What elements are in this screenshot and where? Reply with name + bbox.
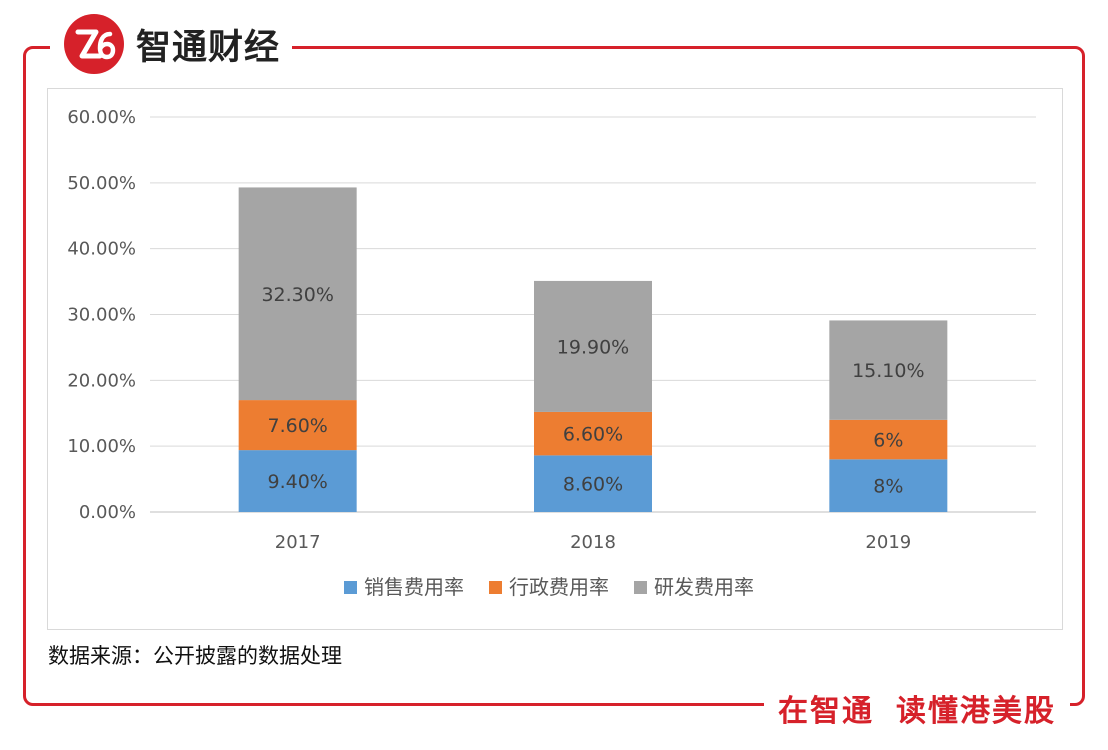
legend-swatch xyxy=(634,581,647,594)
zhitong-logo-icon xyxy=(64,14,124,74)
bar-segment xyxy=(829,320,948,420)
y-tick-label: 0.00% xyxy=(79,502,136,523)
source-note: 数据来源：公开披露的数据处理 xyxy=(48,644,342,668)
data-label: 32.30% xyxy=(261,284,333,306)
slogan: 在智通 读懂港美股 xyxy=(764,683,1070,733)
legend-label: 销售费用率 xyxy=(364,575,464,599)
legend-swatch xyxy=(344,581,357,594)
y-tick-label: 40.00% xyxy=(67,239,136,260)
stacked-bar-chart: 0.00% 10.00% 20.00% 30.00% 40.00% 50.00% 60.00… xyxy=(67,107,1036,599)
y-tick-label: 10.00% xyxy=(67,436,136,457)
data-label: 9.40% xyxy=(267,471,327,493)
y-tick-label: 20.00% xyxy=(67,370,136,391)
brand-name: 智通财经 xyxy=(136,27,281,68)
data-label: 8% xyxy=(873,476,903,498)
bar-segment xyxy=(238,400,357,451)
x-tick-label: 2019 xyxy=(865,532,911,553)
slogan-part2: 读懂港美股 xyxy=(896,694,1056,729)
chart-container: 0.00% 10.00% 20.00% 30.00% 40.00% 50.00% 60.00… xyxy=(47,88,1063,630)
y-tick-label: 60.00% xyxy=(67,107,136,128)
data-label: 7.60% xyxy=(267,415,327,437)
data-label: 8.60% xyxy=(563,474,623,496)
bar-segment xyxy=(238,187,357,401)
y-tick-label: 50.00% xyxy=(67,173,136,194)
bar-segment xyxy=(534,455,652,512)
legend-label: 研发费用率 xyxy=(654,575,754,599)
logo-mark xyxy=(75,29,116,60)
legend-swatch xyxy=(489,581,502,594)
x-tick-label: 2018 xyxy=(570,532,616,553)
data-label: 19.90% xyxy=(557,336,629,358)
brand-header: 智通财经 xyxy=(50,8,293,80)
y-tick-label: 30.00% xyxy=(67,305,136,326)
legend-label: 行政费用率 xyxy=(509,575,609,599)
data-label: 6% xyxy=(873,430,903,452)
bar-segment xyxy=(829,459,948,512)
bar-segment xyxy=(534,280,652,412)
card-frame xyxy=(23,46,1085,706)
bar-segment xyxy=(829,419,948,460)
bar-segment xyxy=(238,450,357,512)
slogan-part1: 在智通 xyxy=(778,694,874,729)
data-label: 6.60% xyxy=(563,424,623,446)
bar-segment xyxy=(534,411,652,456)
x-tick-label: 2017 xyxy=(275,532,321,553)
data-label: 15.10% xyxy=(852,360,924,382)
